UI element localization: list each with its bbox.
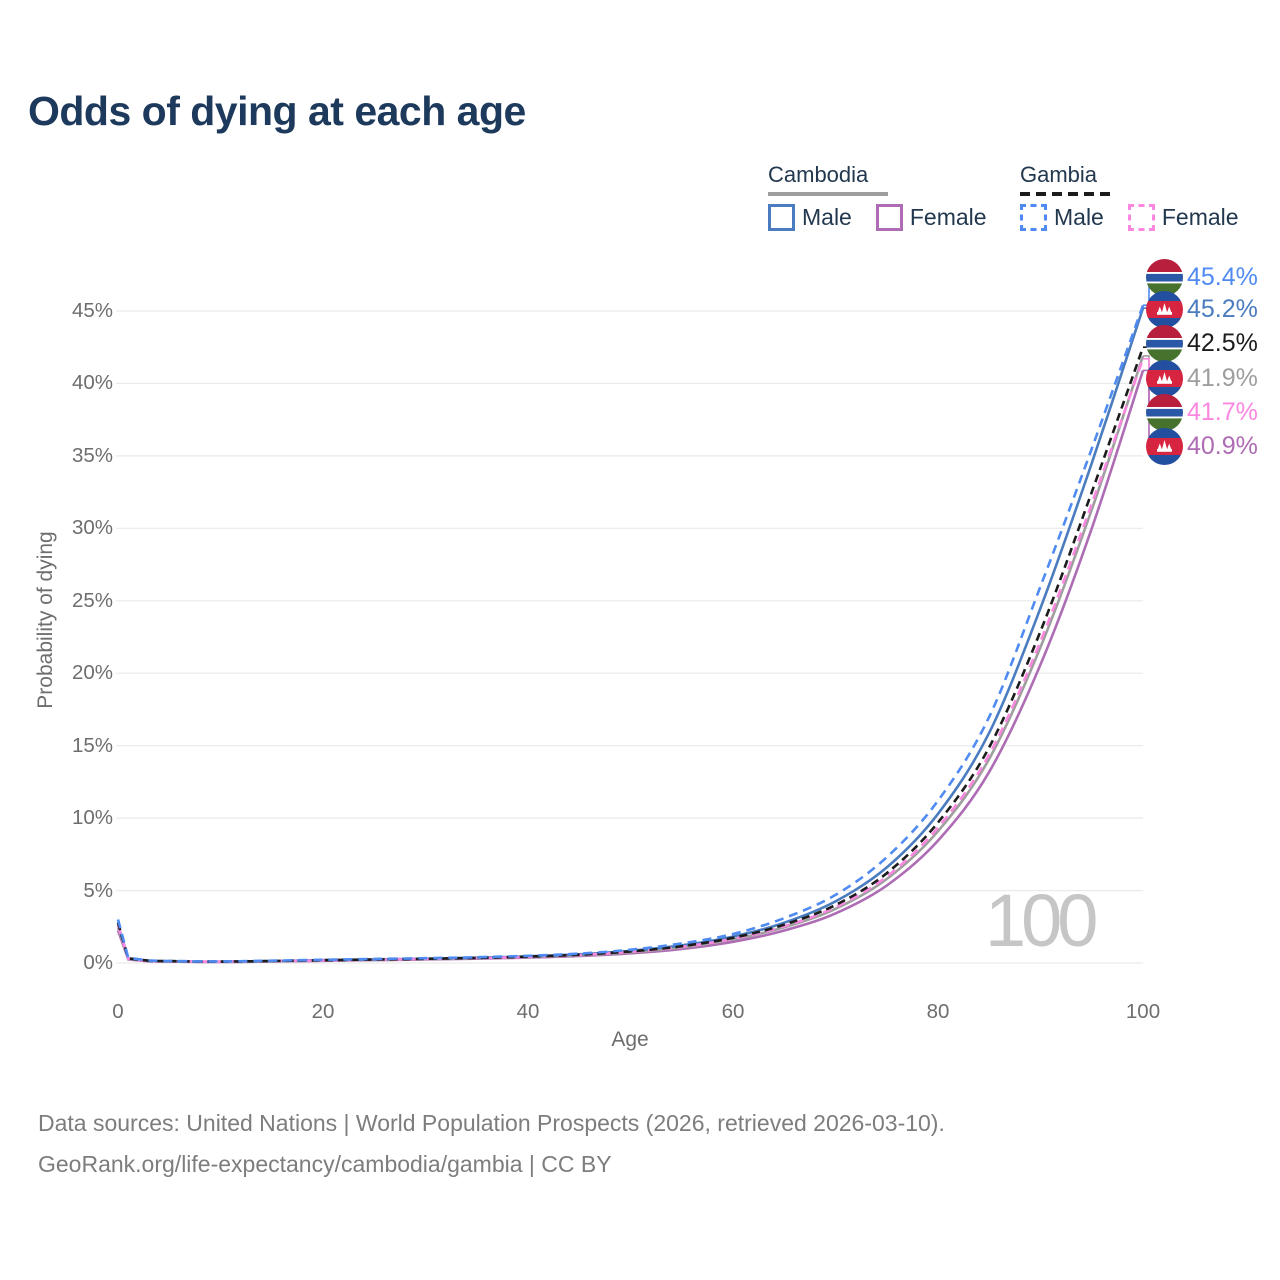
y-tick-label: 15%: [71, 733, 113, 757]
end-label-value: 40.9%: [1187, 431, 1258, 460]
cambodia-female-swatch: [875, 204, 903, 231]
gambia-flag-icon: [1146, 258, 1183, 296]
gambia-female-label: Female: [1161, 204, 1239, 230]
line-cambodia-male: [116, 307, 1145, 964]
y-tick-label: 45%: [71, 298, 113, 322]
end-label-gambia-female: 41.7%: [1146, 393, 1258, 431]
gambia-male-swatch: [1020, 204, 1047, 231]
line-gambia-female: [116, 358, 1145, 964]
gambia-female-swatch: [1127, 204, 1155, 231]
gambia-male-label: Male: [1054, 204, 1104, 230]
end-label-value: 45.4%: [1187, 262, 1258, 291]
x-tick-label: 100: [1125, 1000, 1161, 1023]
chart-title: Odds of dying at each age: [28, 88, 526, 134]
y-tick-label: 25%: [71, 588, 113, 612]
x-tick-label: 40: [516, 1000, 540, 1023]
cambodia-flag-icon: [1146, 290, 1183, 328]
x-axis-label: Age: [611, 1028, 649, 1051]
end-label-cambodia-male: 45.2%: [1146, 290, 1258, 328]
legend-country-gambia: Gambia: [1020, 162, 1263, 196]
gambia-flag-icon: [1146, 324, 1183, 362]
x-tick-label: 80: [926, 1000, 950, 1023]
x-tick-label: 0: [112, 1000, 124, 1023]
line-cambodia-female: [116, 370, 1145, 964]
x-tick-label: 60: [721, 1000, 745, 1023]
cambodia-flag-icon: [1146, 359, 1183, 397]
end-label-value: 41.7%: [1187, 397, 1258, 426]
cambodia-solid-line-sample: [768, 192, 888, 196]
line-gambia-male: [116, 304, 1145, 963]
y-tick-label: 5%: [83, 878, 113, 902]
line-cambodia-both: [116, 355, 1145, 964]
y-tick-label: 30%: [71, 516, 113, 540]
end-label-value: 41.9%: [1187, 363, 1258, 392]
end-label-cambodia-female: 40.9%: [1146, 427, 1258, 465]
legend-country-cambodia: Cambodia: [768, 162, 1011, 196]
gambia-dashed-line-sample: [1020, 192, 1110, 196]
legend-country-label: Gambia: [1020, 162, 1098, 187]
y-tick-label: 35%: [71, 443, 113, 467]
attribution-text: GeoRank.org/life-expectancy/cambodia/gam…: [38, 1151, 612, 1177]
cambodia-female-label: Female: [909, 204, 987, 230]
data-sources-text: Data sources: United Nations | World Pop…: [38, 1110, 945, 1136]
y-tick-label: 40%: [71, 371, 113, 395]
y-tick-label: 10%: [71, 806, 113, 830]
age-watermark: 100: [985, 879, 1098, 962]
end-label-gambia-male: 45.4%: [1146, 258, 1258, 296]
end-label-value: 45.2%: [1187, 294, 1258, 323]
end-label-cambodia-both: 41.9%: [1146, 359, 1258, 397]
legend-group-gambia: Gambia Male Female: [1020, 162, 1263, 231]
end-label-value: 42.5%: [1187, 328, 1258, 357]
legend-group-cambodia: Cambodia Male Female: [768, 162, 1011, 231]
y-tick-label: 0%: [83, 951, 113, 974]
legend-country-label: Cambodia: [768, 162, 869, 187]
cambodia-flag-icon: [1146, 427, 1183, 465]
cambodia-male-label: Male: [802, 204, 852, 230]
gambia-flag-icon: [1146, 393, 1183, 431]
y-tick-label: 20%: [71, 661, 113, 685]
cambodia-male-swatch: [768, 204, 795, 231]
line-gambia-both: [116, 346, 1145, 963]
x-tick-label: 20: [311, 1000, 335, 1023]
end-label-gambia-both: 42.5%: [1146, 324, 1258, 362]
